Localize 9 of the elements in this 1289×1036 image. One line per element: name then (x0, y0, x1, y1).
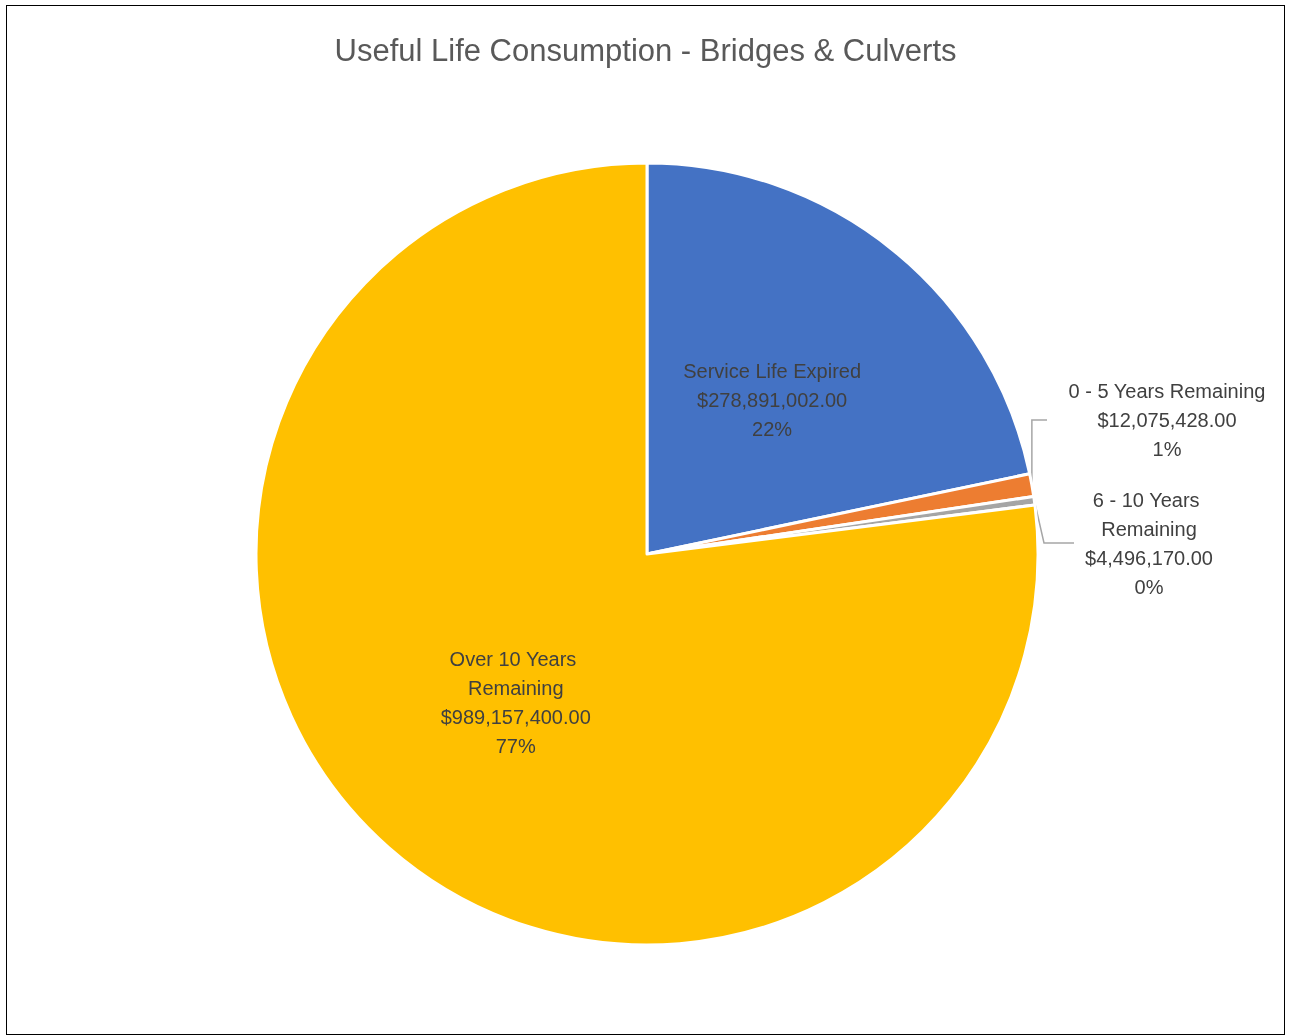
data-label: $12,075,428.00 1% (1097, 409, 1237, 460)
data-label: $278,891,002.00 22% (697, 388, 848, 440)
slice-label: 6 - 10 Years Remaining (1092, 488, 1206, 540)
slice-label: Over 10 Years Remaining (449, 648, 582, 700)
data-label: $989,157,400.00 77% (440, 706, 591, 758)
slice-label: 0 - 5 Years Remaining (1068, 380, 1266, 402)
slice-label: Service Life Expired (683, 359, 862, 382)
data-label: $4,496,170.00 0% (1085, 546, 1213, 598)
chart-title: Useful Life Consumption - Bridges & Culverts (334, 33, 957, 68)
